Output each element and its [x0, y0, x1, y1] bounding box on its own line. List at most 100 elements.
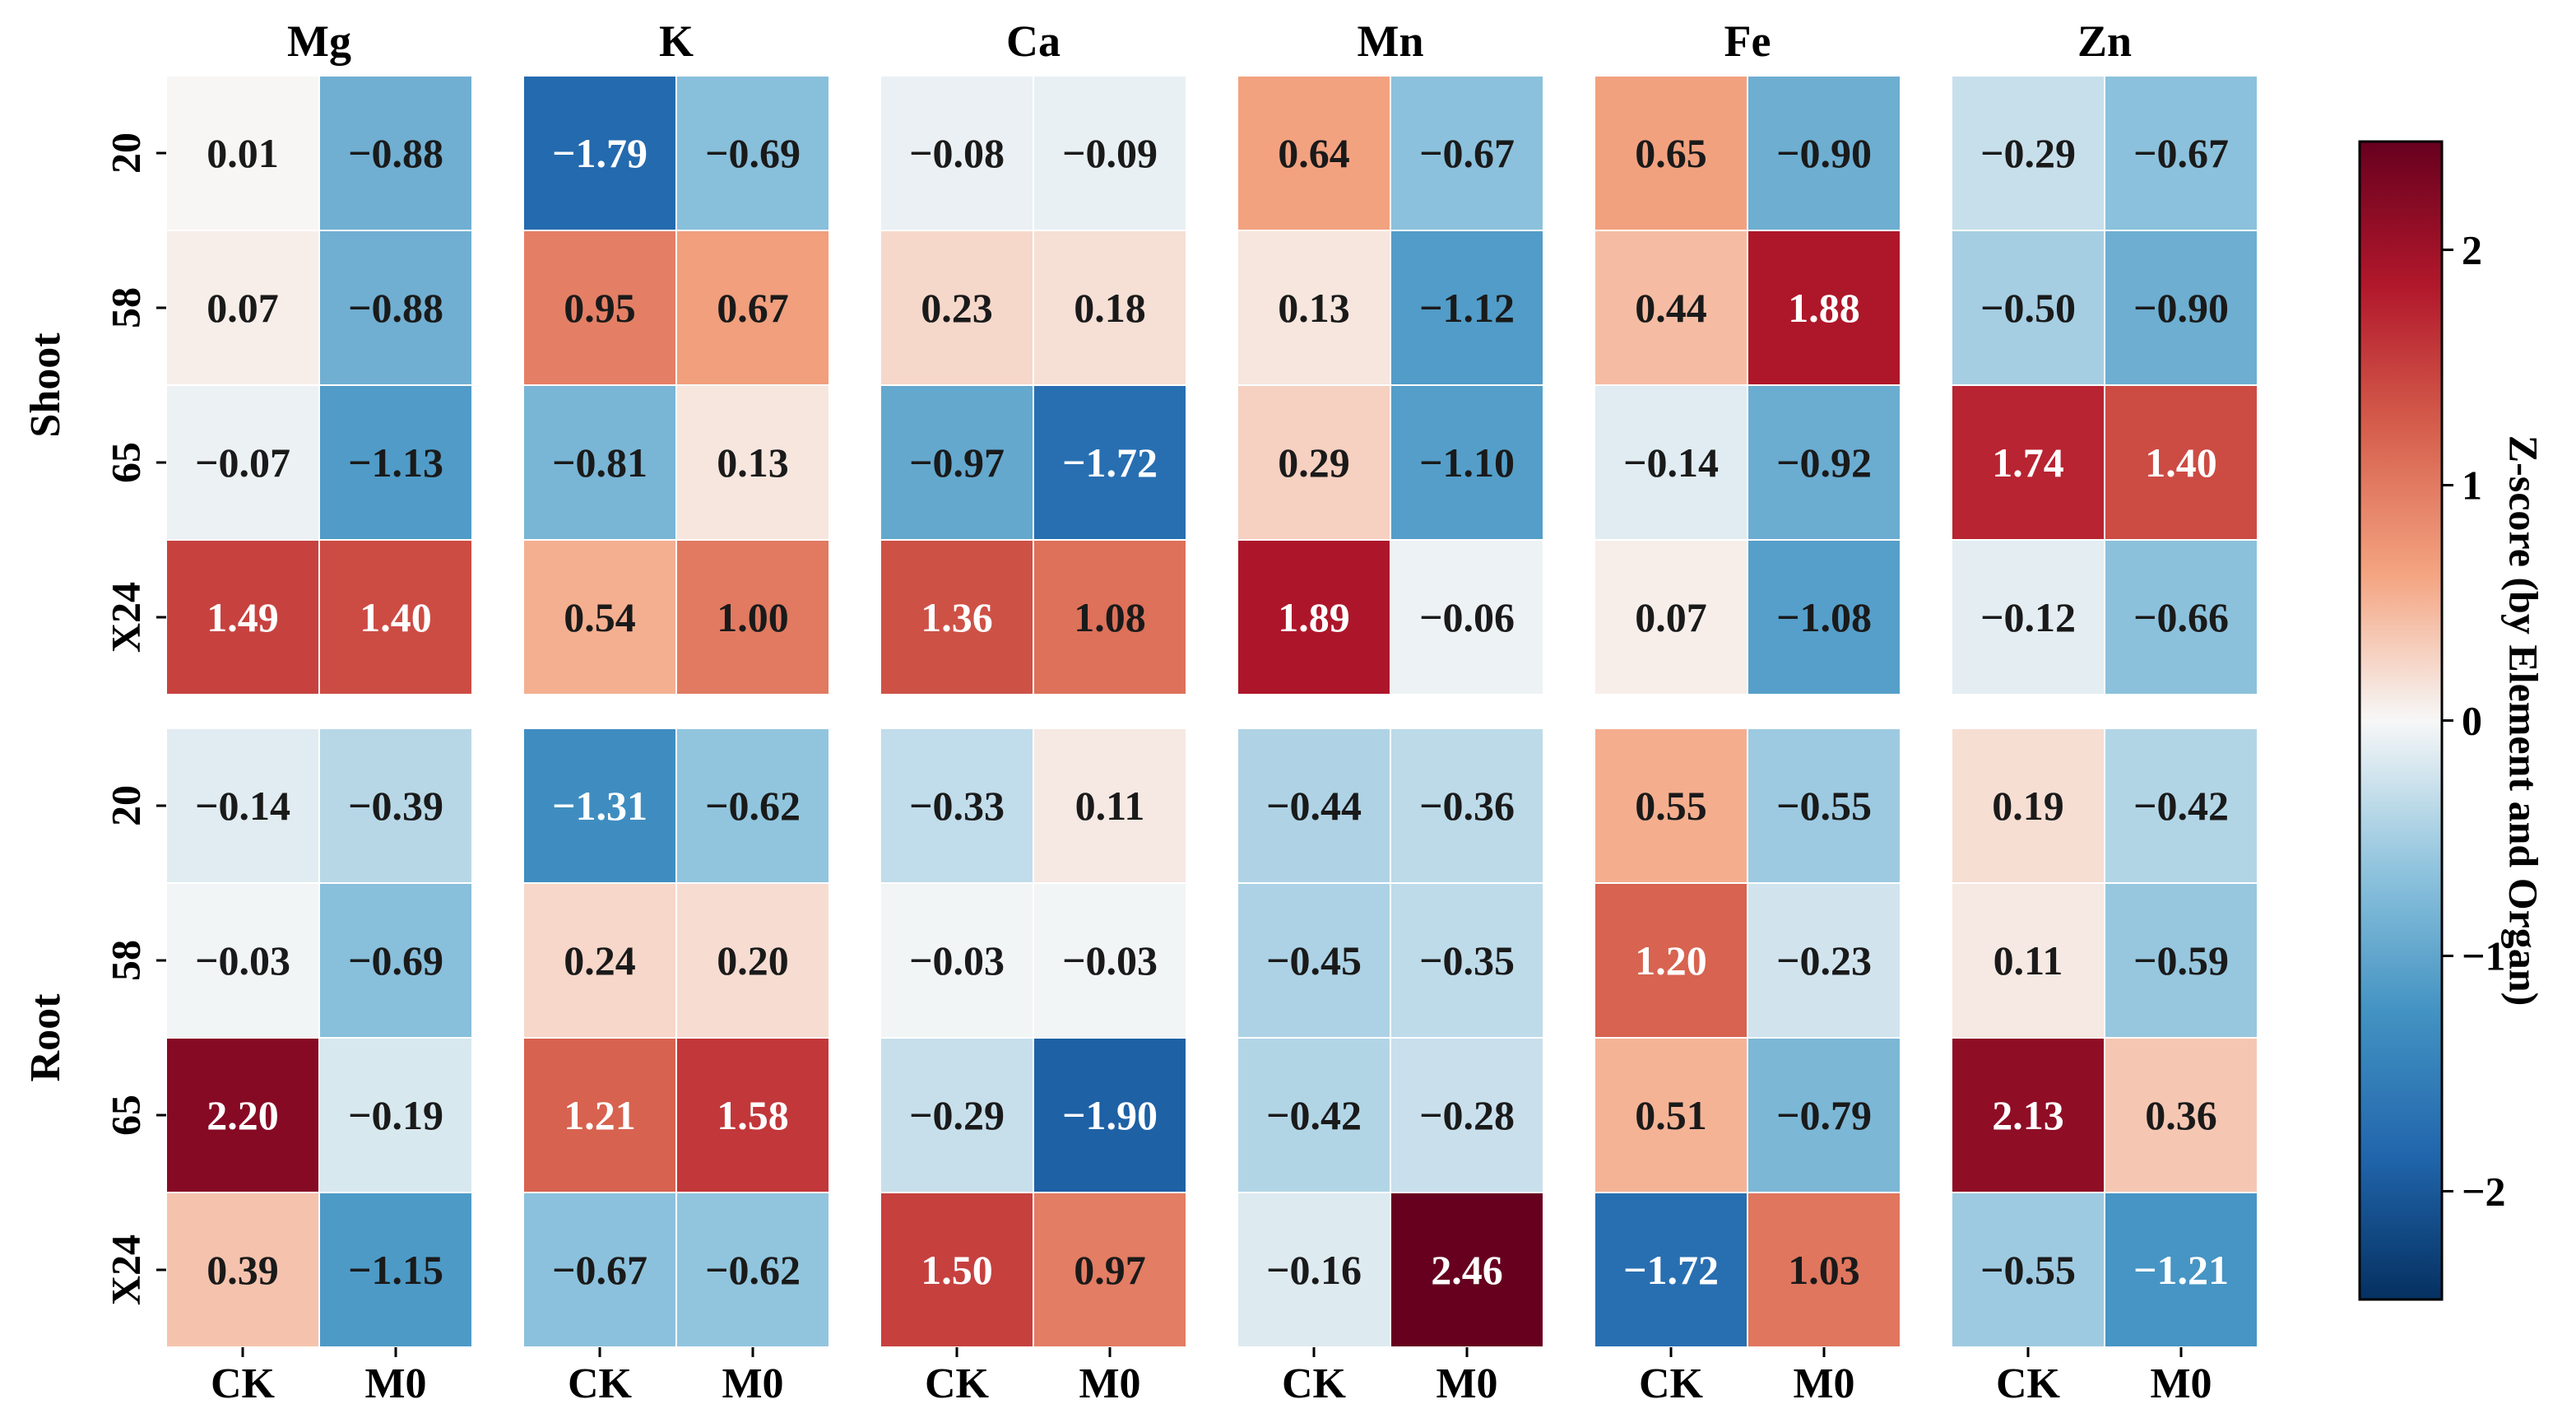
heatmap-cell-shoot-zn-x24-ck: [1951, 539, 2105, 695]
cell-value-label: −0.08: [909, 130, 1005, 176]
column-label-ca-ck: CK: [925, 1360, 990, 1407]
cell-value-label: −0.50: [1980, 285, 2076, 331]
cell-value-label: −0.36: [1419, 783, 1515, 829]
element-title-mn: Mn: [1358, 16, 1424, 66]
heatmap-cell-shoot-mg-58-m0: [318, 230, 473, 386]
cell-value-label: −0.67: [2133, 130, 2229, 176]
heatmap-cell-root-ca-20-m0: [1033, 728, 1187, 884]
heatmap-cell-root-zn-65-m0: [2104, 1037, 2258, 1193]
heatmap-cell-shoot-fe-65-m0: [1747, 384, 1901, 541]
row-label-root-20: 20: [102, 785, 148, 826]
heatmap-cell-root-zn-x24-m0: [2104, 1192, 2258, 1348]
cell-value-label: −0.03: [195, 937, 290, 983]
cell-value-label: −1.15: [348, 1247, 443, 1293]
cell-value-label: −0.03: [909, 937, 1005, 983]
heatmap-cell-shoot-ca-x24-m0: [1033, 539, 1187, 695]
colorbar-tick-label: 2: [2462, 227, 2482, 273]
row-label-shoot-20: 20: [102, 133, 148, 174]
cell-value-label: 0.13: [1278, 285, 1350, 331]
row-label-shoot-58: 58: [102, 287, 148, 328]
heatmap-cell-root-mg-20-ck: [165, 728, 320, 884]
cell-value-label: −0.28: [1419, 1092, 1515, 1138]
cell-value-label: −0.12: [1980, 594, 2076, 640]
element-title-fe: Fe: [1724, 16, 1771, 66]
cell-value-label: −0.39: [348, 783, 443, 829]
cell-value-label: −0.66: [2133, 594, 2229, 640]
cell-value-label: 0.24: [564, 937, 636, 983]
cell-value-label: −1.21: [2133, 1247, 2229, 1293]
heatmap-cell-shoot-k-x24-m0: [675, 539, 830, 695]
cell-value-label: 1.89: [1278, 594, 1350, 640]
cell-value-label: 1.40: [2145, 439, 2217, 486]
heatmap-cell-shoot-zn-65-ck: [1951, 384, 2105, 541]
heatmap-cell-root-mg-x24-m0: [318, 1192, 473, 1348]
cell-value-label: 0.23: [921, 285, 993, 331]
heatmap-cell-shoot-zn-65-m0: [2104, 384, 2258, 541]
heatmap-cell-shoot-mg-65-ck: [165, 384, 320, 541]
cell-value-label: 0.01: [207, 130, 279, 176]
heatmap-cell-shoot-mn-x24-m0: [1390, 539, 1544, 695]
cell-value-label: −0.29: [1980, 130, 2076, 176]
cell-value-label: 2.46: [1431, 1247, 1503, 1293]
cell-value-label: 1.21: [564, 1092, 636, 1138]
heatmap-cell-shoot-k-65-m0: [675, 384, 830, 541]
heatmap-cell-root-fe-58-ck: [1594, 882, 1748, 1039]
cell-value-label: −0.42: [2133, 783, 2229, 829]
heatmap-cell-shoot-k-58-m0: [675, 230, 830, 386]
column-label-mn-ck: CK: [1282, 1360, 1347, 1407]
heatmap-cell-root-zn-20-m0: [2104, 728, 2258, 884]
cell-value-label: 0.07: [207, 285, 279, 331]
cell-value-label: −1.08: [1776, 594, 1872, 640]
heatmap-cell-shoot-mg-20-ck: [165, 75, 320, 231]
cell-value-label: 1.20: [1635, 937, 1707, 983]
heatmap-cell-shoot-ca-65-m0: [1033, 384, 1187, 541]
heatmap-cell-root-zn-58-m0: [2104, 882, 2258, 1039]
heatmap-cell-root-zn-x24-ck: [1951, 1192, 2105, 1348]
colorbar-label: Z-score (by Element and Organ): [2501, 435, 2547, 1006]
heatmap-cell-shoot-mn-65-ck: [1237, 384, 1391, 541]
cell-value-label: 1.00: [717, 594, 789, 640]
cell-value-label: 0.36: [2145, 1092, 2217, 1138]
cell-value-label: −0.19: [348, 1092, 443, 1138]
heatmap-cell-root-fe-65-ck: [1594, 1037, 1748, 1193]
cell-value-label: 1.49: [207, 594, 279, 640]
cell-value-label: 1.40: [360, 594, 432, 640]
cell-value-label: 1.36: [921, 594, 993, 640]
heatmap-cell-shoot-mn-65-m0: [1390, 384, 1544, 541]
cell-value-label: −0.03: [1062, 937, 1158, 983]
cell-value-label: −0.92: [1776, 439, 1872, 486]
heatmap-cell-shoot-fe-58-ck: [1594, 230, 1748, 386]
heatmap-cell-root-k-58-ck: [522, 882, 677, 1039]
cell-value-label: −0.81: [552, 439, 647, 486]
colorbar-tick-label: −2: [2462, 1168, 2506, 1214]
heatmap-cell-root-fe-65-m0: [1747, 1037, 1901, 1193]
organ-label-shoot: Shoot: [22, 332, 69, 438]
heatmap-cell-root-ca-65-ck: [880, 1037, 1034, 1193]
cell-value-label: −0.67: [552, 1247, 647, 1293]
cell-value-label: −1.31: [552, 783, 647, 829]
cell-value-label: −0.90: [2133, 285, 2229, 331]
cell-value-label: −1.10: [1419, 439, 1515, 486]
column-label-mg-m0: M0: [364, 1360, 426, 1407]
cell-value-label: −0.45: [1266, 937, 1362, 983]
cell-value-label: 2.13: [1992, 1092, 2064, 1138]
cell-value-label: −0.33: [909, 783, 1005, 829]
heatmap-cell-root-mn-65-ck: [1237, 1037, 1391, 1193]
heatmap-cell-root-mn-58-ck: [1237, 882, 1391, 1039]
cell-value-label: 0.13: [717, 439, 789, 486]
colorbar-tick-label: −1: [2462, 932, 2506, 979]
heatmap-cell-root-zn-58-ck: [1951, 882, 2105, 1039]
heatmap-cell-shoot-mg-x24-ck: [165, 539, 320, 695]
element-title-ca: Ca: [1006, 16, 1061, 66]
cell-value-label: 0.39: [207, 1247, 279, 1293]
cell-value-label: −1.72: [1623, 1247, 1719, 1293]
element-title-zn: Zn: [2077, 16, 2132, 66]
cell-value-label: −0.62: [705, 783, 801, 829]
heatmap-cell-shoot-zn-58-ck: [1951, 230, 2105, 386]
cell-value-label: −0.69: [348, 937, 443, 983]
heatmap-cell-root-mg-58-ck: [165, 882, 320, 1039]
heatmap-cell-root-mn-65-m0: [1390, 1037, 1544, 1193]
row-label-root-65: 65: [102, 1095, 148, 1136]
heatmap-cell-root-zn-20-ck: [1951, 728, 2105, 884]
heatmap-cell-shoot-fe-58-m0: [1747, 230, 1901, 386]
